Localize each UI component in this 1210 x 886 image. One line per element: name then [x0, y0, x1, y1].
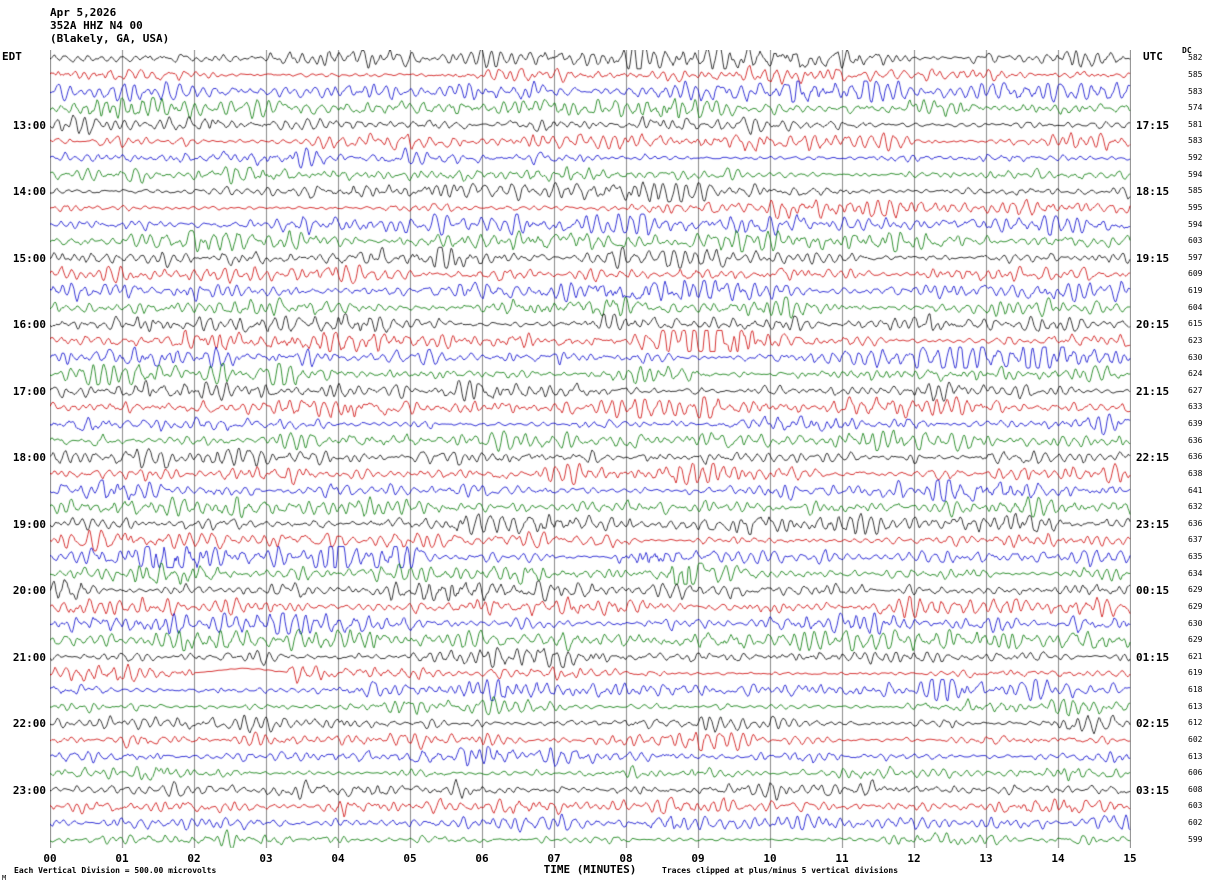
dc-offset-value: 624: [1188, 369, 1203, 379]
edt-axis-label: EDT: [2, 50, 22, 63]
utc-hour-label: 02:15: [1136, 717, 1170, 731]
x-tick-label: 05: [403, 852, 417, 865]
dc-offset-value: 636: [1188, 518, 1203, 528]
utc-hour-label: 21:15: [1136, 384, 1170, 398]
edt-hour-label: 15:00: [12, 251, 46, 265]
edt-hour-label: 23:00: [12, 783, 46, 797]
station-label: 352A HHZ N4 00: [50, 19, 143, 32]
x-tick-label: 14: [1051, 852, 1065, 865]
edt-hour-label: 19:00: [12, 517, 46, 531]
x-tick-label: 03: [259, 852, 273, 865]
x-tick-label: 00: [43, 852, 57, 865]
utc-hour-label: 20:15: [1136, 318, 1170, 332]
utc-hour-label: 18:15: [1136, 185, 1170, 199]
dc-axis-label: DC: [1182, 46, 1192, 55]
dc-offset-value: 618: [1188, 685, 1203, 695]
footer-clip-note: Traces clipped at plus/minus 5 vertical …: [662, 866, 899, 875]
dc-offset-value: 627: [1188, 385, 1203, 395]
x-tick-label: 07: [547, 852, 561, 865]
dc-offset-value: 615: [1188, 319, 1203, 329]
dc-offset-value: 613: [1188, 751, 1203, 761]
dc-offset-value: 603: [1188, 236, 1203, 246]
x-tick-label: 12: [907, 852, 921, 865]
utc-hour-label: 01:15: [1136, 650, 1170, 664]
dc-offset-value: 602: [1188, 734, 1203, 744]
dc-offset-value: 608: [1188, 784, 1203, 794]
dc-offset-value: 629: [1188, 585, 1203, 595]
corner-mark: M: [2, 874, 7, 882]
dc-offset-value: 609: [1188, 269, 1203, 279]
dc-offset-value: 641: [1188, 485, 1203, 495]
x-tick-label: 06: [475, 852, 489, 865]
utc-hour-label: 03:15: [1136, 783, 1170, 797]
dc-offset-value: 619: [1188, 668, 1203, 678]
utc-hour-label: 17:15: [1136, 118, 1170, 132]
location-label: (Blakely, GA, USA): [50, 32, 170, 45]
dc-offset-value: 595: [1188, 202, 1203, 212]
dc-offset-value: 574: [1188, 103, 1203, 113]
x-tick-label: 13: [979, 852, 993, 865]
dc-offset-value: 603: [1188, 801, 1203, 811]
dc-offset-value: 629: [1188, 635, 1203, 645]
edt-hour-label: 13:00: [12, 118, 46, 132]
dc-offset-value: 594: [1188, 219, 1203, 229]
dc-offset-value: 581: [1188, 119, 1203, 129]
x-tick-label: 01: [115, 852, 129, 865]
x-tick-label: 10: [763, 852, 777, 865]
dc-offset-value: 606: [1188, 768, 1203, 778]
dc-offset-value: 604: [1188, 302, 1203, 312]
dc-offset-value: 597: [1188, 252, 1203, 262]
edt-hour-label: 14:00: [12, 185, 46, 199]
dc-offset-value: 583: [1188, 136, 1203, 146]
dc-offset-value: 585: [1188, 186, 1203, 196]
x-tick-label: 11: [835, 852, 849, 865]
dc-offset-value: 602: [1188, 818, 1203, 828]
dc-offset-value: 632: [1188, 502, 1203, 512]
x-tick-label: 09: [691, 852, 705, 865]
edt-hour-label: 17:00: [12, 384, 46, 398]
dc-offset-value: 592: [1188, 153, 1203, 163]
utc-hour-label: 00:15: [1136, 584, 1170, 598]
utc-axis-label: UTC: [1143, 50, 1163, 63]
dc-offset-value: 582: [1188, 53, 1203, 63]
dc-offset-value: 585: [1188, 69, 1203, 79]
dc-offset-value: 612: [1188, 718, 1203, 728]
dc-offset-value: 623: [1188, 335, 1203, 345]
edt-hour-label: 21:00: [12, 650, 46, 664]
utc-hour-label: 19:15: [1136, 251, 1170, 265]
x-tick-label: 08: [619, 852, 633, 865]
dc-offset-value: 630: [1188, 618, 1203, 628]
dc-offset-value: 619: [1188, 286, 1203, 296]
utc-hour-label: 22:15: [1136, 451, 1170, 465]
dc-offset-value: 639: [1188, 419, 1203, 429]
dc-offset-value: 629: [1188, 601, 1203, 611]
seismogram-trace-plot: [50, 50, 1131, 848]
dc-offset-value: 637: [1188, 535, 1203, 545]
dc-offset-value: 633: [1188, 402, 1203, 412]
dc-offset-value: 599: [1188, 834, 1203, 844]
x-axis-title: TIME (MINUTES): [543, 863, 637, 876]
dc-offset-value: 583: [1188, 86, 1203, 96]
dc-offset-value: 638: [1188, 468, 1203, 478]
dc-offset-value: 635: [1188, 552, 1203, 562]
x-tick-label: 04: [331, 852, 345, 865]
x-tick-label: 02: [187, 852, 201, 865]
edt-hour-label: 20:00: [12, 584, 46, 598]
dc-offset-value: 613: [1188, 701, 1203, 711]
utc-hour-label: 23:15: [1136, 517, 1170, 531]
dc-offset-value: 630: [1188, 352, 1203, 362]
dc-offset-value: 636: [1188, 435, 1203, 445]
date-label: Apr 5,2026: [50, 6, 117, 19]
dc-offset-value: 594: [1188, 169, 1203, 179]
footer-scale-note: Each Vertical Division = 500.00 microvol…: [14, 866, 217, 875]
edt-hour-label: 22:00: [12, 717, 46, 731]
dc-offset-value: 621: [1188, 651, 1203, 661]
dc-offset-value: 634: [1188, 568, 1203, 578]
dc-offset-value: 636: [1188, 452, 1203, 462]
x-tick-label: 15: [1123, 852, 1137, 865]
edt-hour-label: 18:00: [12, 451, 46, 465]
edt-hour-label: 16:00: [12, 318, 46, 332]
